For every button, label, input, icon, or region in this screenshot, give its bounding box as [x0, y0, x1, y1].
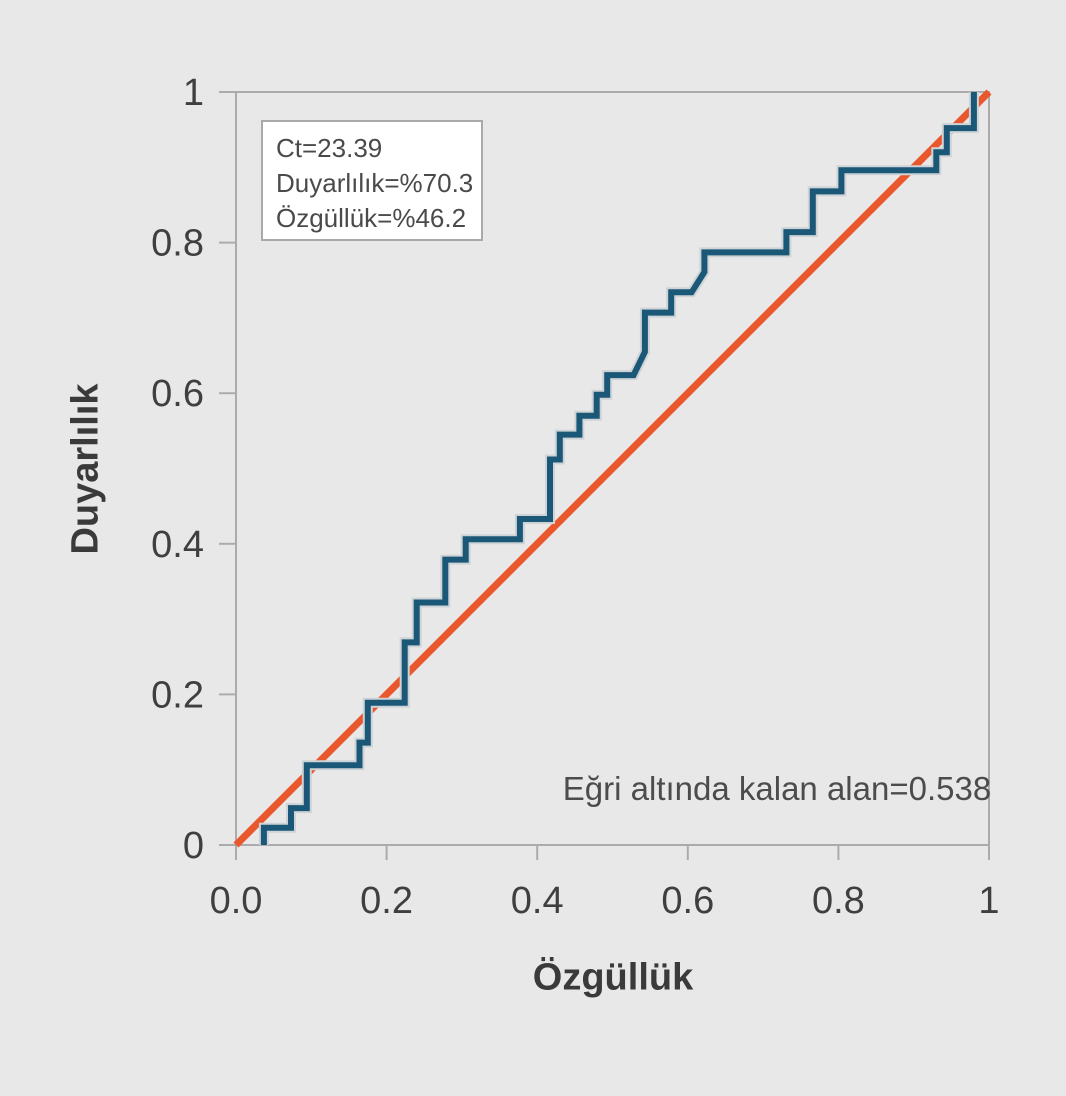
x-axis-tick-label: 0.4	[511, 880, 564, 922]
y-axis-tick-label: 0.8	[151, 223, 204, 265]
x-axis-title: Özgüllük	[532, 956, 694, 999]
y-axis-title: Duyarlılık	[64, 383, 107, 555]
y-axis-tick-label: 1	[183, 72, 204, 114]
roc-curve-line	[260, 92, 977, 845]
x-axis-tick-label: 0.8	[812, 880, 865, 922]
auc-label: Eğri altında kalan alan=0.538	[562, 770, 992, 807]
annotation-line-sensitivity: Duyarlılık=%70.3	[276, 168, 474, 198]
reference-diagonal-line	[233, 89, 992, 848]
y-axis-tick-label: 0	[183, 825, 204, 867]
plot-frame	[235, 91, 990, 846]
x-axis-tick-label: 0.0	[210, 880, 263, 922]
annotation-line-specificity: Özgüllük=%46.2	[276, 203, 467, 233]
x-axis-tick-label: 0.6	[661, 880, 714, 922]
annotation-line-ct: Ct=23.39	[276, 133, 383, 163]
y-axis-tick-label: 0.2	[151, 674, 204, 716]
threshold-annotation-box: Ct=23.39 Duyarlılık=%70.3 Özgüllük=%46.2	[261, 120, 483, 241]
x-axis-tick-label: 1	[978, 880, 999, 922]
x-axis-tick-label: 0.2	[360, 880, 413, 922]
y-axis-tick-label: 0.4	[151, 524, 204, 566]
y-axis-tick-label: 0.6	[151, 373, 204, 415]
